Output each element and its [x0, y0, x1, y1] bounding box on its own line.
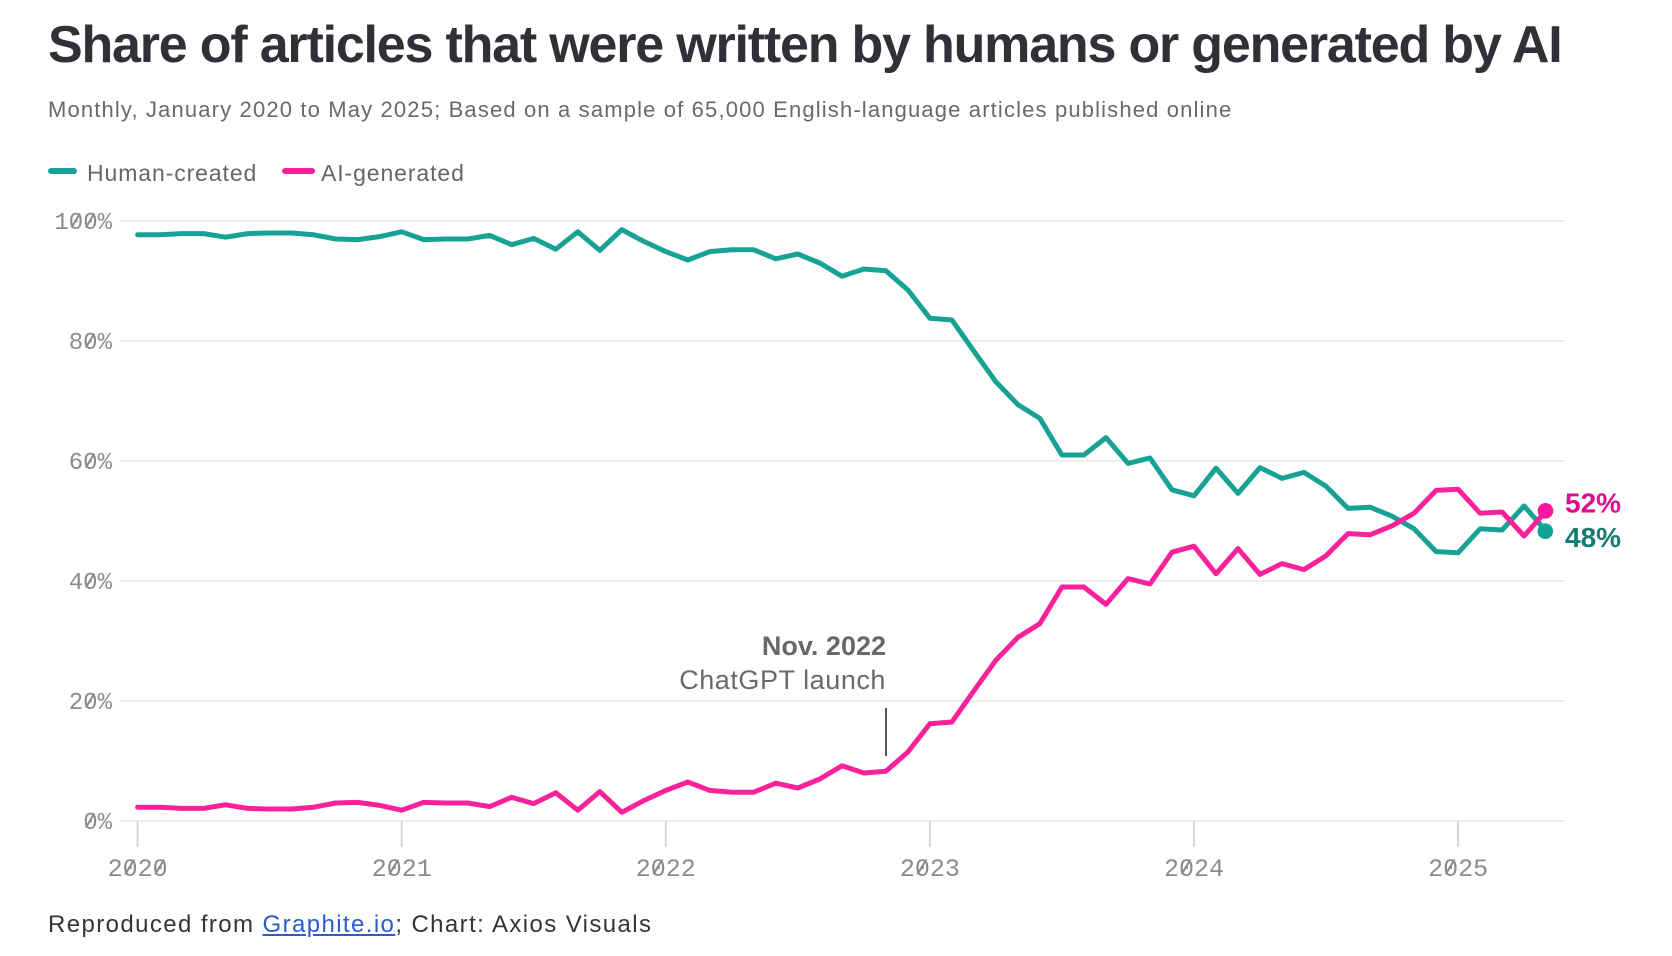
svg-text:52%: 52%: [1565, 488, 1621, 519]
svg-text:2023: 2023: [900, 855, 960, 884]
svg-text:Nov. 2022: Nov. 2022: [762, 631, 886, 661]
svg-text:80%: 80%: [69, 330, 113, 357]
svg-text:2021: 2021: [372, 855, 432, 884]
svg-text:100%: 100%: [54, 210, 112, 237]
svg-text:2025: 2025: [1428, 855, 1488, 884]
svg-text:2024: 2024: [1164, 855, 1224, 884]
svg-text:60%: 60%: [69, 450, 113, 477]
svg-text:48%: 48%: [1565, 522, 1621, 553]
svg-text:2022: 2022: [636, 855, 696, 884]
svg-text:20%: 20%: [69, 690, 113, 717]
svg-text:ChatGPT launch: ChatGPT launch: [679, 665, 886, 695]
svg-text:40%: 40%: [69, 570, 113, 597]
